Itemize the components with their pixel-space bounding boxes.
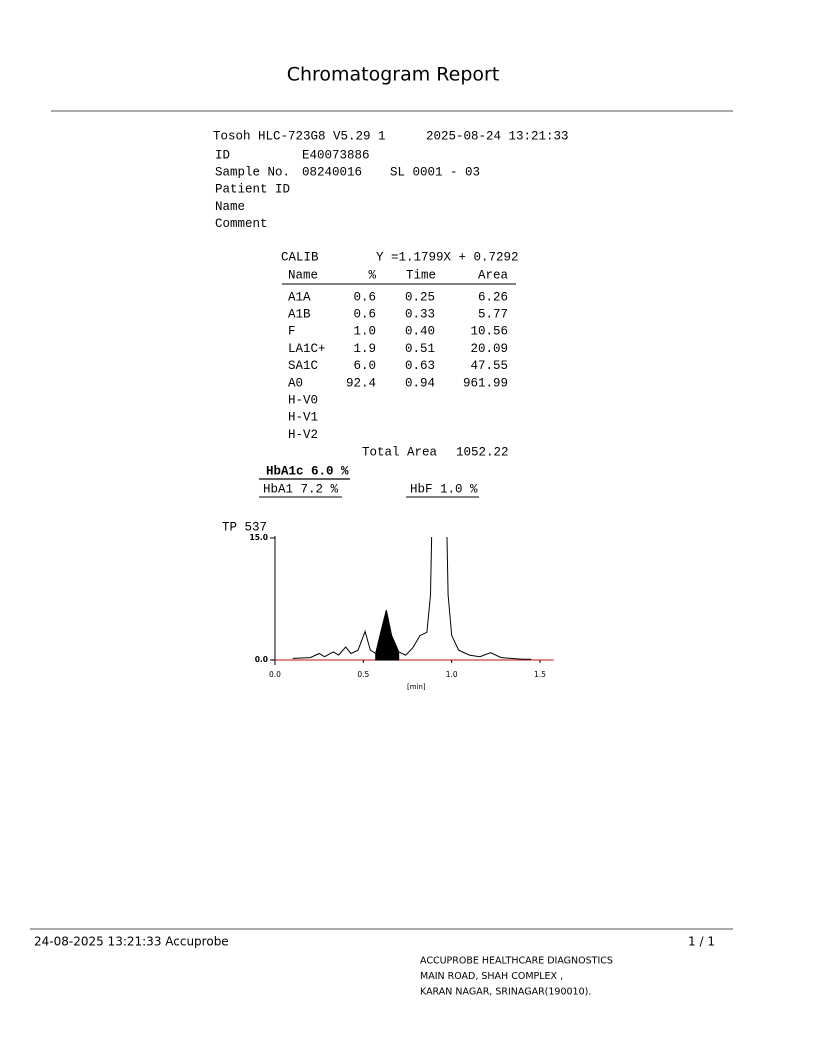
table-cell: F	[288, 325, 296, 339]
table-cell: 6.26	[478, 290, 508, 304]
table-cell: LA1C+	[288, 342, 326, 356]
x-tick-label: 1.0	[446, 670, 458, 679]
y-tick-label: 15.0	[249, 533, 268, 542]
hbf-result: HbF 1.0 %	[410, 482, 478, 496]
table-cell: 20.09	[470, 342, 508, 356]
calib-equation: Y =1.1799X + 0.7292	[376, 250, 519, 264]
footer-page: 1 / 1	[688, 935, 715, 949]
table-cell: 47.55	[470, 359, 508, 373]
sample-value: 08240016	[302, 165, 362, 179]
address-line: KARAN NAGAR, SRINAGAR(190010).	[420, 987, 591, 998]
sample-label: Sample No.	[215, 165, 290, 179]
table-cell: 0.25	[405, 290, 435, 304]
table-cell: 0.6	[353, 307, 376, 321]
hba1-result: HbA1 7.2 %	[263, 482, 339, 496]
plot-area	[292, 537, 532, 661]
table-cell: A1A	[288, 290, 311, 304]
chart-title: TP 537	[222, 520, 267, 534]
x-axis-label: [min]	[407, 683, 426, 691]
sample-extra: SL 0001 - 03	[390, 165, 480, 179]
instrument-datetime: 2025-08-24 13:21:33	[426, 129, 569, 143]
table-cell: 0.63	[405, 359, 435, 373]
table-cell: 6.0	[353, 359, 376, 373]
column-header: Area	[478, 268, 509, 282]
column-header: Time	[406, 268, 436, 282]
report-title: Chromatogram Report	[287, 64, 500, 86]
calib-label: CALIB	[281, 250, 319, 264]
table-cell: 92.4	[346, 376, 376, 390]
table-cell: 5.77	[478, 307, 508, 321]
address-line: ACCUPROBE HEALTHCARE DIAGNOSTICS	[420, 956, 613, 967]
table-cell: 1.9	[353, 342, 376, 356]
table-cell: H-V0	[288, 393, 318, 407]
sample-label: Comment	[215, 217, 268, 231]
table-cell: 0.40	[405, 325, 435, 339]
table-cell: H-V1	[288, 411, 318, 425]
table-cell: A0	[288, 376, 303, 390]
chromatogram-trace	[292, 537, 532, 660]
hba1c-result: HbA1c 6.0 %	[266, 464, 349, 478]
total-value: 1052.22	[456, 445, 509, 459]
sample-label: Name	[215, 200, 245, 214]
x-tick-label: 0.0	[269, 670, 281, 679]
sample-label: Patient ID	[215, 183, 290, 197]
footer-left: 24-08-2025 13:21:33 Accuprobe	[34, 935, 229, 949]
table-cell: 1.0	[353, 325, 376, 339]
shaded-peak	[375, 610, 400, 661]
column-header: Name	[288, 268, 318, 282]
x-tick-label: 0.5	[357, 670, 369, 679]
instrument-model: Tosoh HLC-723G8 V5.29 1	[213, 129, 386, 143]
sample-value: E40073886	[302, 148, 370, 162]
sample-label: ID	[215, 148, 230, 162]
table-cell: A1B	[288, 307, 311, 321]
table-cell: 0.33	[405, 307, 435, 321]
total-label: Total Area	[362, 445, 438, 459]
column-header: %	[368, 268, 376, 282]
x-tick-label: 1.5	[534, 670, 546, 679]
y-tick-label: 0.0	[255, 655, 268, 664]
address-line: MAIN ROAD, SHAH COMPLEX ,	[420, 971, 563, 982]
table-cell: 10.56	[470, 325, 508, 339]
table-cell: 0.6	[353, 290, 376, 304]
table-cell: SA1C	[288, 359, 318, 373]
table-cell: 0.94	[405, 376, 435, 390]
table-cell: 961.99	[463, 376, 508, 390]
table-cell: 0.51	[405, 342, 435, 356]
table-cell: H-V2	[288, 428, 318, 442]
